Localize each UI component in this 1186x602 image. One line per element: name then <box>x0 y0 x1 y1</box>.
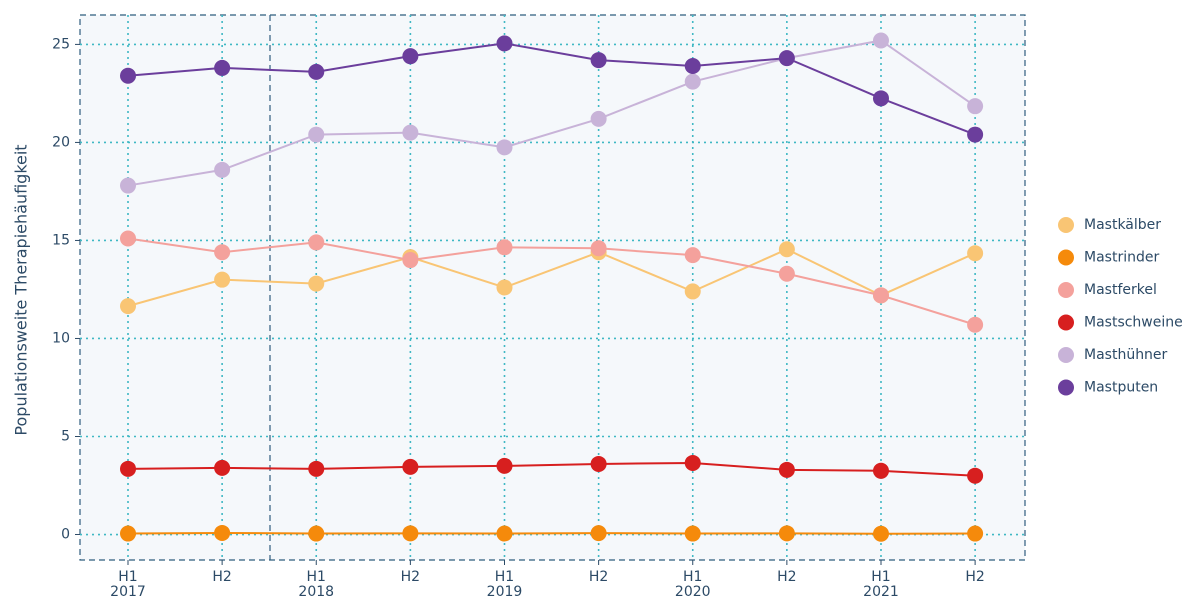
x-tick-label: H2 <box>589 569 608 585</box>
legend-swatch <box>1058 347 1074 363</box>
data-point <box>308 234 325 251</box>
data-point <box>120 177 137 194</box>
data-point <box>590 525 607 542</box>
data-point <box>684 525 701 542</box>
data-point <box>120 525 137 542</box>
plot-panel <box>79 14 1026 561</box>
data-point <box>214 244 231 261</box>
data-point <box>872 525 889 542</box>
data-point <box>684 283 701 300</box>
legend-swatch <box>1058 314 1074 331</box>
data-point <box>590 52 607 69</box>
data-point <box>684 73 701 90</box>
x-group-label: 2017 <box>110 584 146 598</box>
legend-label: Mastrinder <box>1084 250 1159 266</box>
data-point <box>684 247 701 264</box>
y-tick-label: 5 <box>61 428 70 444</box>
x-group-label: 2020 <box>675 584 711 598</box>
data-point <box>120 298 137 315</box>
series-line <box>127 39 976 187</box>
data-point <box>402 525 419 542</box>
y-tick-label: 10 <box>52 330 70 346</box>
data-point <box>120 460 137 477</box>
legend-label: Mastputen <box>1084 380 1158 396</box>
x-group-label: 2018 <box>298 584 334 598</box>
x-group-label: 2021 <box>863 584 899 598</box>
data-point <box>402 252 419 269</box>
y-tick-label: 0 <box>61 527 70 543</box>
legend-label: Masthühner <box>1084 347 1168 363</box>
data-point <box>590 455 607 472</box>
data-point <box>214 161 231 178</box>
data-point <box>402 458 419 475</box>
data-point <box>778 461 795 478</box>
data-point <box>496 279 513 296</box>
data-point <box>872 32 889 49</box>
data-point <box>496 457 513 474</box>
data-point <box>872 90 889 107</box>
data-point <box>967 245 984 262</box>
y-axis-title: Populationsweite Therapiehäufigkeit <box>12 144 31 435</box>
x-tick-label: H1 <box>118 569 137 585</box>
x-tick-label: H2 <box>965 569 984 585</box>
series-line <box>127 531 976 535</box>
data-point <box>590 110 607 127</box>
legend-swatch <box>1058 282 1074 298</box>
series-line <box>127 42 976 136</box>
data-point <box>496 239 513 256</box>
x-tick-label: H1 <box>683 569 702 585</box>
data-point <box>496 35 513 52</box>
data-point <box>778 241 795 258</box>
legend-swatch <box>1058 217 1074 233</box>
x-tick-label: H1 <box>871 569 890 585</box>
y-tick-label: 15 <box>52 232 70 248</box>
data-point <box>967 467 984 484</box>
data-point <box>214 271 231 288</box>
x-tick-label: H2 <box>401 569 420 585</box>
legend-label: Mastferkel <box>1084 282 1157 298</box>
legend-label: Mastkälber <box>1084 217 1161 233</box>
data-point <box>308 63 325 80</box>
data-point <box>214 524 231 541</box>
data-point <box>120 67 137 84</box>
data-point <box>967 98 984 115</box>
legend-swatch <box>1058 249 1074 266</box>
y-tick-label: 25 <box>52 36 70 52</box>
data-point <box>872 287 889 304</box>
x-tick-label: H2 <box>212 569 231 585</box>
data-point <box>967 316 984 333</box>
data-point <box>684 57 701 74</box>
data-point <box>778 50 795 67</box>
series-line <box>127 237 976 326</box>
series-line <box>127 248 976 308</box>
data-point <box>778 525 795 542</box>
data-point <box>496 525 513 542</box>
data-point <box>308 525 325 542</box>
x-tick-label: H1 <box>495 569 514 585</box>
y-tick-label: 20 <box>52 134 70 150</box>
data-point <box>402 124 419 141</box>
legend-swatch <box>1058 379 1074 396</box>
data-point <box>684 454 701 471</box>
data-point <box>967 525 984 542</box>
x-tick-label: H2 <box>777 569 796 585</box>
series-line <box>127 461 976 477</box>
data-point <box>402 48 419 65</box>
x-tick-label: H1 <box>307 569 326 585</box>
data-point <box>590 240 607 257</box>
data-point <box>308 460 325 477</box>
data-point <box>967 126 984 143</box>
data-point <box>120 230 137 247</box>
data-point <box>872 462 889 479</box>
x-group-label: 2019 <box>487 584 523 598</box>
data-point <box>308 275 325 292</box>
data-point <box>214 59 231 76</box>
data-point <box>496 139 513 156</box>
legend-label: Mastschweine <box>1084 315 1183 331</box>
data-point <box>308 126 325 143</box>
data-point <box>778 265 795 282</box>
data-point <box>214 459 231 476</box>
